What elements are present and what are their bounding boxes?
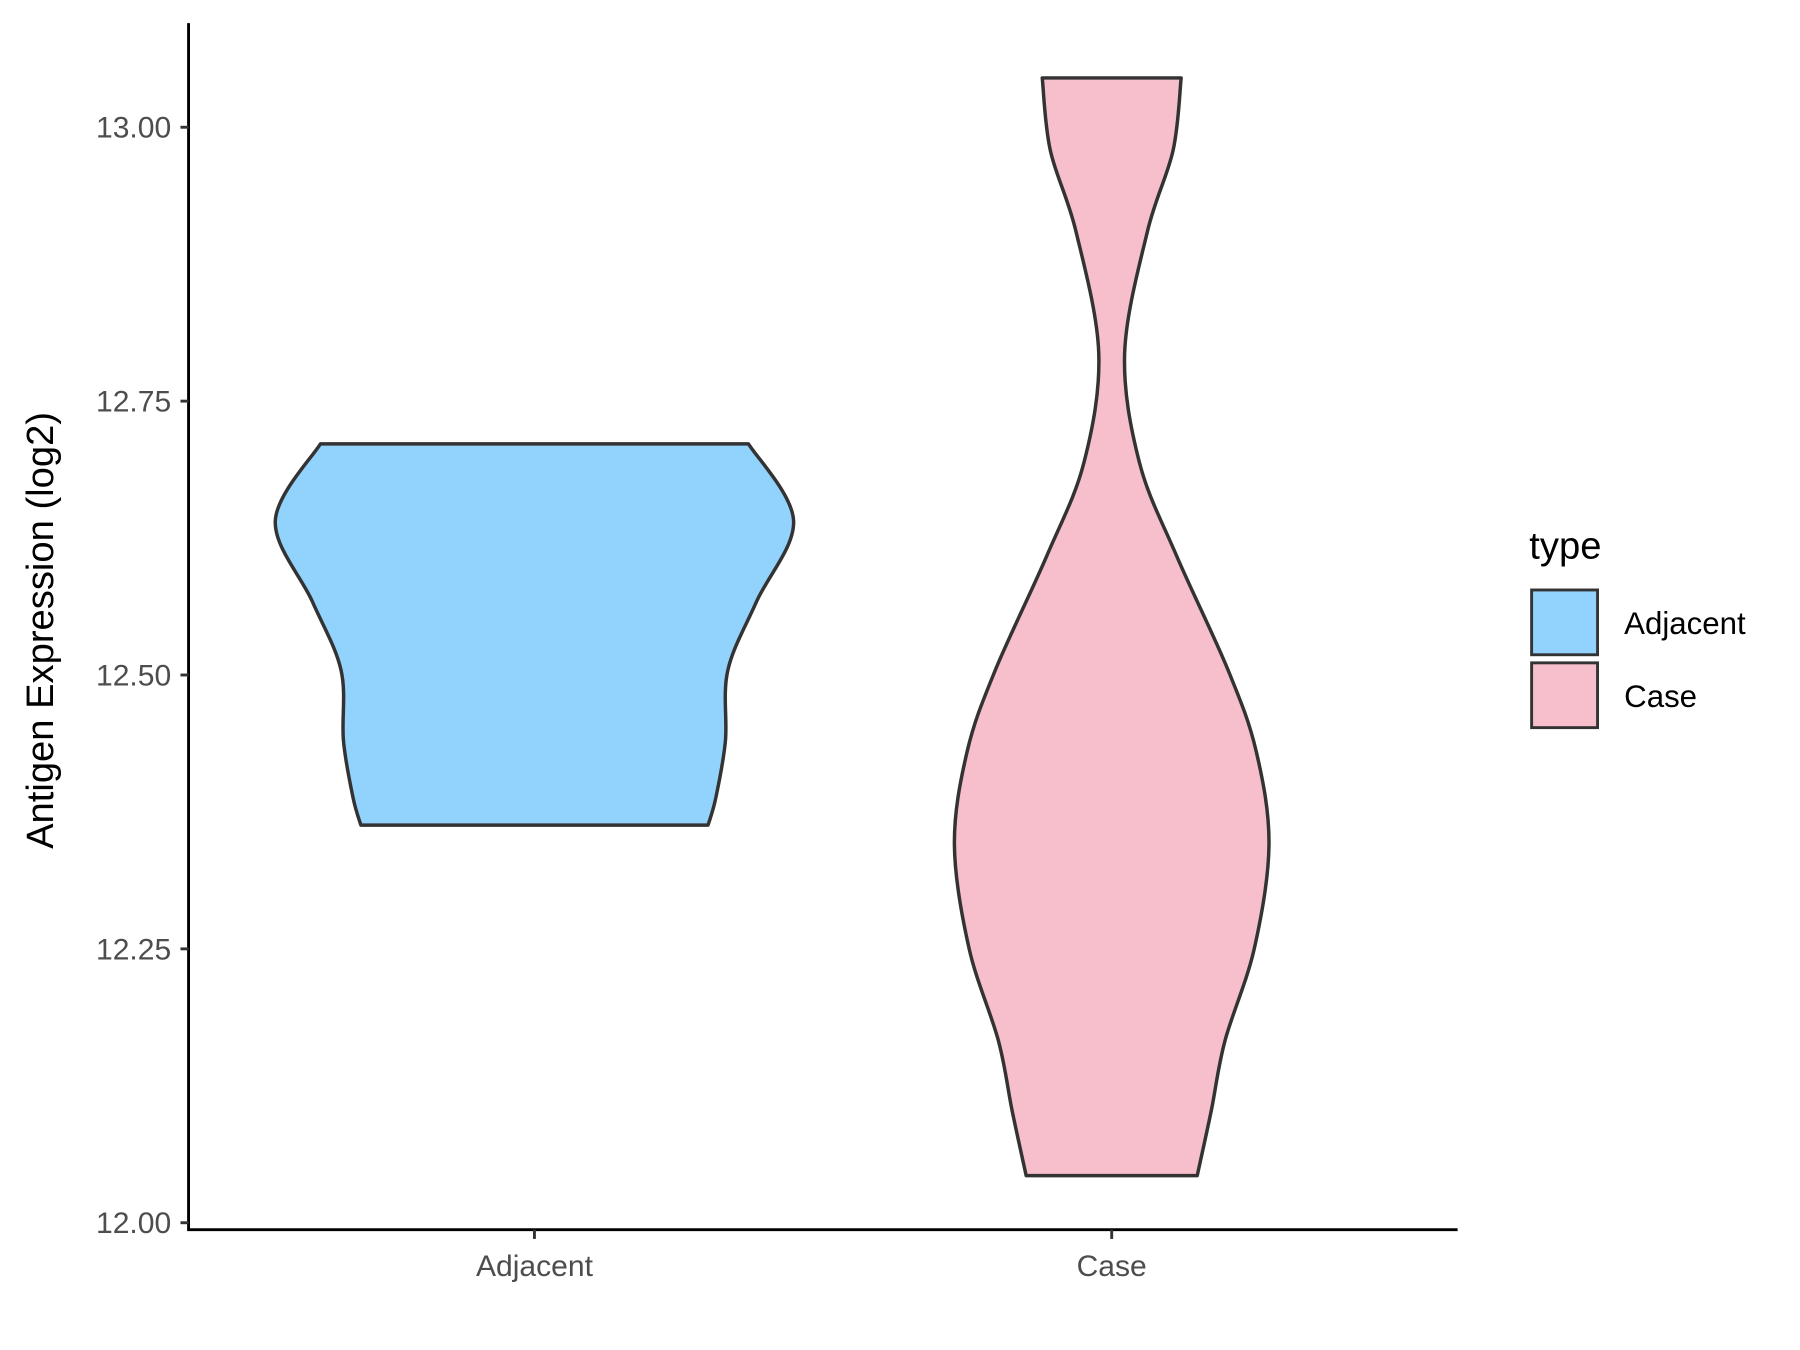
y-axis-label: Antigen Expression (log2) xyxy=(19,412,62,849)
x-ticks: Adjacent Case xyxy=(476,1229,1147,1283)
x-tick-label: Case xyxy=(1077,1250,1147,1283)
y-tick-label: 12.50 xyxy=(96,659,171,692)
y-tick-label: 12.00 xyxy=(96,1207,171,1240)
legend-label-case: Case xyxy=(1624,679,1697,714)
legend-item-adjacent: Adjacent xyxy=(1530,588,1746,657)
violins xyxy=(273,76,1271,1178)
legend-item-case: Case xyxy=(1530,661,1697,730)
violin-adjacent xyxy=(273,442,796,827)
y-tick-label: 12.25 xyxy=(96,933,171,966)
violin-case xyxy=(952,76,1271,1178)
legend-label-adjacent: Adjacent xyxy=(1624,606,1746,641)
legend-swatch-case xyxy=(1530,661,1600,730)
y-ticks: 12.00 12.25 12.50 12.75 13.00 xyxy=(96,112,189,1240)
x-tick-label: Adjacent xyxy=(476,1250,594,1283)
y-tick-label: 12.75 xyxy=(96,386,171,419)
legend-title: type xyxy=(1529,525,1601,568)
legend-swatch-adjacent xyxy=(1530,588,1600,657)
y-tick-label: 13.00 xyxy=(96,112,171,145)
